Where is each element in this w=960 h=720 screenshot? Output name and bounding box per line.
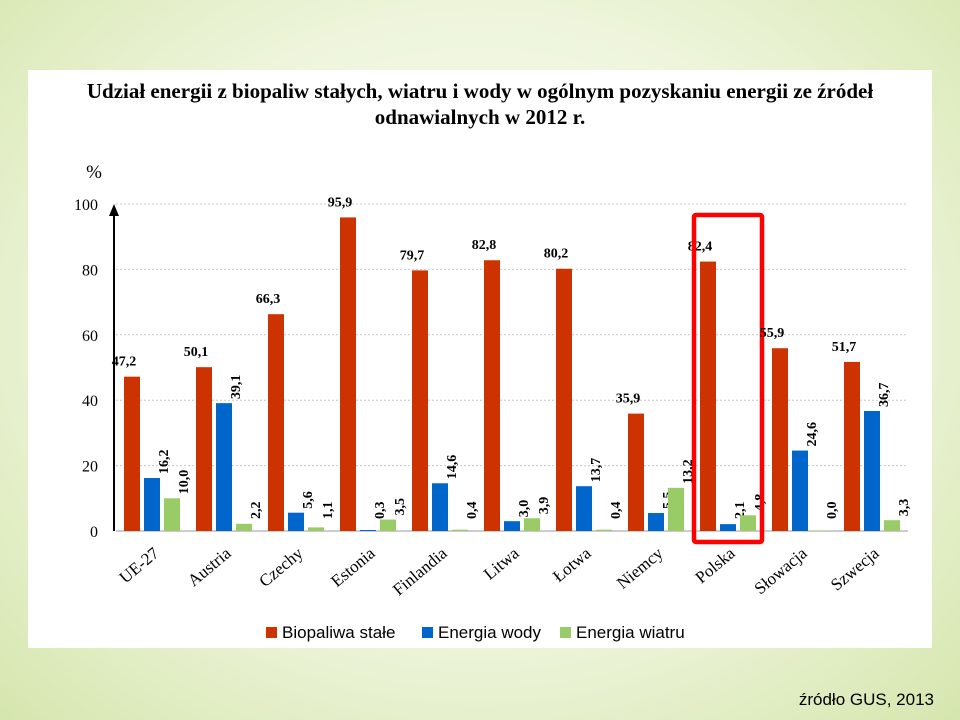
data-label: 39,1 — [229, 375, 244, 400]
bar — [216, 403, 232, 531]
data-label: 0,0 — [825, 502, 840, 520]
bar — [524, 518, 540, 531]
category-label: Szwecja — [827, 543, 883, 594]
source-note: źródło GUS, 2013 — [798, 690, 934, 709]
data-label: 79,7 — [400, 248, 425, 263]
data-label: 0,4 — [609, 502, 624, 520]
bar — [720, 524, 736, 531]
bar — [268, 314, 284, 531]
data-label: 82,4 — [688, 240, 713, 255]
data-label: 3,3 — [897, 499, 912, 516]
bar — [412, 270, 428, 531]
bar — [432, 483, 448, 531]
legend-swatch — [560, 627, 571, 638]
data-label: 47,2 — [112, 355, 137, 370]
data-label: 16,2 — [157, 450, 172, 475]
y-tick-label: 60 — [82, 328, 98, 345]
category-label: Austria — [184, 543, 235, 590]
bar — [556, 268, 572, 531]
bar — [236, 523, 252, 531]
category-label: Czechy — [255, 543, 307, 591]
y-tick-label: 100 — [74, 197, 98, 214]
bar — [740, 515, 756, 531]
legend-label: Energia wiatru — [576, 623, 685, 642]
legend-label: Energia wody — [438, 623, 542, 642]
bar — [452, 529, 468, 531]
data-label: 0,4 — [465, 502, 480, 520]
bar — [844, 361, 860, 531]
category-label: UE-27 — [116, 543, 163, 587]
legend-swatch — [266, 627, 277, 638]
bar — [576, 486, 592, 531]
bar — [360, 530, 376, 531]
bar — [124, 376, 140, 531]
bar — [772, 348, 788, 531]
legend-swatch — [422, 627, 433, 638]
data-label: 3,5 — [393, 498, 408, 516]
bar — [700, 261, 716, 531]
y-tick-label: 80 — [82, 262, 98, 279]
y-tick-label: 20 — [82, 459, 98, 476]
bar — [340, 217, 356, 532]
bar — [884, 520, 900, 531]
data-label: 13,7 — [589, 458, 604, 483]
bar — [628, 413, 644, 531]
legend-label: Biopaliwa stałe — [282, 623, 395, 642]
category-label: Polska — [692, 543, 739, 587]
highlight-box — [691, 212, 765, 545]
bar — [864, 410, 880, 531]
category-label: Estonia — [327, 543, 379, 591]
data-label: 3,9 — [537, 497, 552, 515]
data-label: 36,7 — [877, 382, 892, 407]
bar — [812, 530, 828, 531]
data-label: 2,1 — [733, 502, 748, 520]
data-label: 35,9 — [616, 392, 641, 407]
data-label: 80,2 — [544, 247, 569, 262]
data-label: 1,1 — [321, 502, 336, 520]
bar — [484, 260, 500, 531]
bar — [196, 367, 212, 531]
data-label: 0,3 — [373, 502, 388, 520]
data-label: 2,2 — [249, 502, 264, 520]
bar — [668, 487, 684, 531]
data-label: 5,6 — [301, 491, 316, 509]
bar — [648, 513, 664, 531]
bar — [504, 521, 520, 531]
y-tick-label: 40 — [82, 393, 98, 410]
bar — [792, 450, 808, 531]
chart: 0 20 40 60 80 100% 47,2 16,2 10,0 UE-27 50,1 39,1 2,… — [74, 162, 912, 642]
data-label: 51,7 — [832, 340, 857, 355]
bar — [380, 519, 396, 531]
bar — [288, 512, 304, 531]
category-label: Łotwa — [549, 543, 595, 586]
data-label: 95,9 — [328, 195, 353, 210]
y-axis-unit: % — [86, 162, 102, 183]
category-label: Niemcy — [613, 543, 667, 592]
slide-panel: 0 20 40 60 80 100% 47,2 16,2 10,0 UE-27 50,1 39,1 2,… — [28, 70, 932, 648]
data-label: 10,0 — [177, 470, 192, 495]
data-label: 3,0 — [517, 500, 532, 518]
data-label: 66,3 — [256, 292, 281, 307]
bar — [596, 529, 612, 531]
bar — [144, 478, 160, 531]
y-axis-arrow — [109, 204, 119, 216]
bar — [308, 527, 324, 531]
category-label: Słowacja — [751, 543, 811, 598]
chart-title: Udział energii z biopaliw stałych, wiatr… — [86, 79, 874, 129]
y-tick-label: 0 — [90, 524, 98, 541]
category-label: Litwa — [480, 543, 523, 583]
data-label: 50,1 — [184, 345, 209, 360]
bar — [164, 498, 180, 531]
data-label: 82,8 — [472, 238, 497, 253]
data-label: 24,6 — [805, 422, 820, 447]
data-label: 55,9 — [760, 326, 785, 341]
data-label: 14,6 — [445, 455, 460, 480]
category-label: Finlandia — [389, 543, 451, 599]
